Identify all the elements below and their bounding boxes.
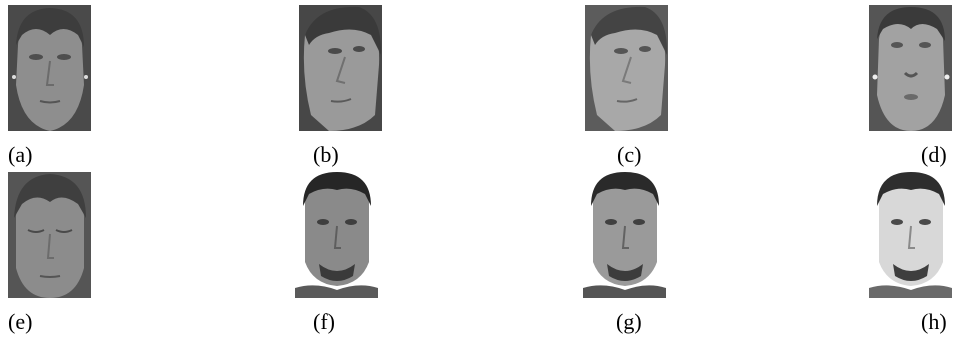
man-frontal-dim-face <box>295 172 378 298</box>
panel-label-e: (e) <box>8 309 33 334</box>
panel-label-a: (a) <box>8 142 33 167</box>
face-image-b <box>299 5 382 131</box>
face-image-a <box>8 5 91 131</box>
face-image-g <box>583 172 666 298</box>
panel-label-d: (d) <box>921 142 947 167</box>
woman-looking-up-left-bright-face <box>585 5 668 131</box>
face-image-c <box>585 5 668 131</box>
panel-label-g: (g) <box>616 309 642 334</box>
face-image-e <box>8 172 91 298</box>
face-image-d <box>869 5 952 131</box>
woman-frontal-face <box>8 5 91 131</box>
man-frontal-face <box>583 172 666 298</box>
woman-looking-down-face <box>8 172 91 298</box>
face-image-f <box>295 172 378 298</box>
woman-looking-up-face <box>869 5 952 131</box>
panel-label-b: (b) <box>313 142 339 167</box>
face-image-h <box>869 172 952 298</box>
man-frontal-overexposed-face <box>869 172 952 298</box>
panel-label-h: (h) <box>921 309 947 334</box>
panel-label-f: (f) <box>313 309 335 334</box>
woman-looking-up-left-face <box>299 5 382 131</box>
panel-label-c: (c) <box>617 142 642 167</box>
